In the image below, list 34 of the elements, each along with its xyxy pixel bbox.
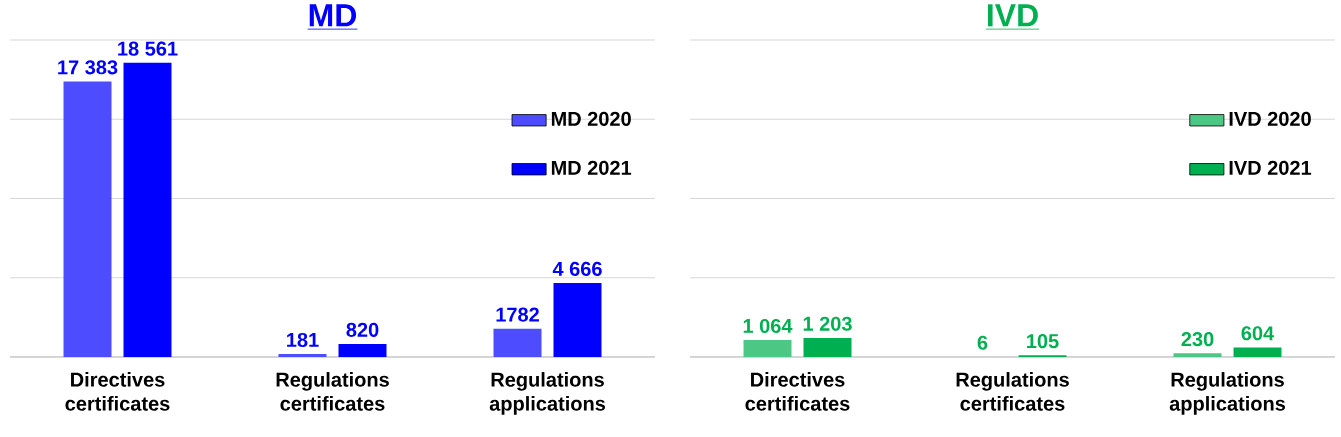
bar (553, 283, 602, 357)
x-tick-label: Regulations applications (489, 372, 606, 415)
bar (278, 354, 327, 357)
data-label: 820 (346, 322, 379, 337)
x-tick-label: Directives certificates (745, 372, 850, 411)
data-label: 1 203 (803, 316, 852, 331)
data-label: 18 561 (118, 41, 178, 56)
data-label: 105 (1027, 334, 1059, 349)
bar (493, 328, 542, 357)
bar (63, 81, 112, 357)
legend-label: IVD 2020 (1229, 111, 1311, 126)
x-tick-label: Directives certificates (65, 372, 170, 411)
data-label: 604 (1241, 326, 1275, 341)
data-label: 1782 (496, 307, 539, 322)
legend-label: IVD 2021 (1229, 160, 1312, 175)
data-label: 1 064 (743, 318, 793, 334)
chart-title: MD (309, 4, 357, 27)
bar (1173, 353, 1222, 357)
bar (743, 340, 792, 357)
chart-title: IVD (987, 4, 1038, 27)
data-label: 230 (1181, 332, 1214, 347)
data-label: 181 (287, 332, 319, 348)
data-label: 6 (977, 335, 988, 350)
x-tick-label: Regulations certificates (956, 372, 1069, 411)
data-label: 4 666 (552, 261, 602, 276)
bar (1233, 347, 1282, 357)
data-label: 17 383 (58, 60, 118, 75)
legend-label: MD 2021 (551, 160, 632, 175)
x-tick-label: Regulations applications (1169, 372, 1286, 415)
legend-label: MD 2020 (551, 111, 631, 126)
bar (338, 343, 387, 357)
x-tick-label: Regulations certificates (276, 372, 389, 411)
bar (803, 337, 852, 357)
bar (123, 62, 172, 357)
